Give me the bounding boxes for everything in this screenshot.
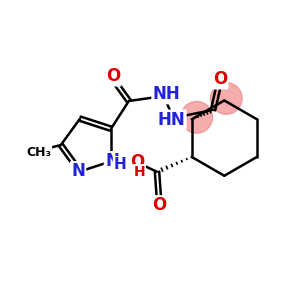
Circle shape bbox=[210, 82, 242, 114]
Text: H: H bbox=[114, 157, 126, 172]
Text: HN: HN bbox=[158, 111, 185, 129]
Text: N: N bbox=[71, 162, 85, 180]
Text: O: O bbox=[152, 196, 166, 214]
Text: H: H bbox=[134, 165, 145, 179]
Text: N: N bbox=[105, 152, 119, 170]
Text: O: O bbox=[130, 153, 144, 171]
Circle shape bbox=[181, 101, 212, 133]
Text: O: O bbox=[106, 67, 120, 85]
Text: NH: NH bbox=[153, 85, 180, 103]
Text: CH₃: CH₃ bbox=[26, 146, 52, 160]
Text: O: O bbox=[213, 70, 227, 88]
